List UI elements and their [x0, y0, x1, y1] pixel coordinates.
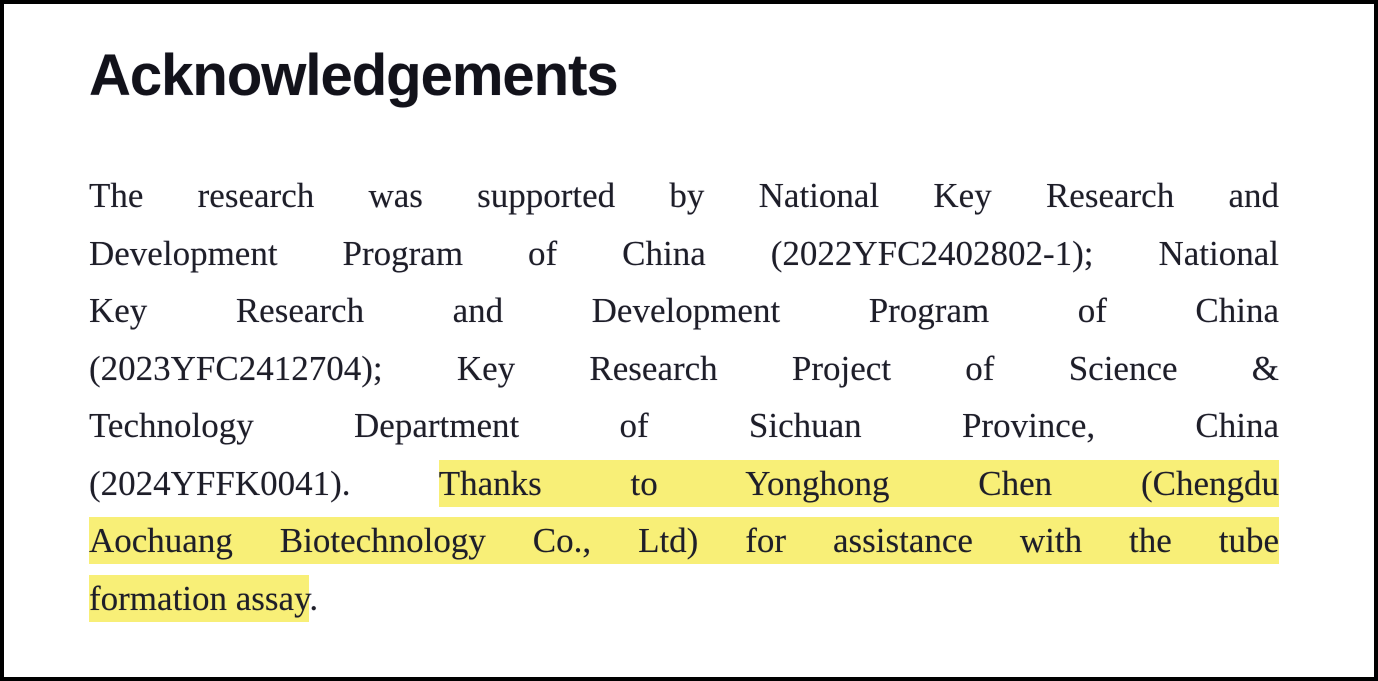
highlighted-text: formation assay — [89, 574, 310, 622]
paragraph-line: Development Program of China (2022YFC240… — [89, 225, 1279, 283]
paragraph-line: Aochuang Biotechnology Co., Ltd) for ass… — [89, 512, 1279, 570]
paragraph-text: Key Research and Development Program of … — [89, 291, 1279, 330]
paragraph-line: formation assay. — [89, 570, 1279, 628]
paragraph-text: (2024YFFK0041). — [89, 463, 439, 503]
paragraph-text: . — [309, 578, 319, 618]
acknowledgements-heading: Acknowledgements — [89, 43, 619, 108]
paragraph-text: Development Program of China (2022YFC240… — [89, 233, 1279, 273]
highlighted-text: Thanks to Yonghong Chen (Chengdu — [438, 459, 1279, 507]
paragraph-text: (2023YFC2412704); Key Research Project o… — [89, 348, 1279, 388]
paragraph-line: Technology Department of Sichuan Provinc… — [89, 397, 1279, 455]
paragraph-line: (2023YFC2412704); Key Research Project o… — [89, 340, 1279, 398]
paragraph-line: Key Research and Development Program of … — [89, 282, 1279, 340]
paragraph-line: The research was supported by National K… — [89, 167, 1279, 225]
paragraph-text: The research was supported by National K… — [89, 176, 1279, 215]
highlighted-text: Aochuang Biotechnology Co., Ltd) for ass… — [89, 517, 1279, 564]
paragraph-text: Technology Department of Sichuan Provinc… — [89, 406, 1279, 445]
acknowledgements-paragraph: The research was supported by National K… — [89, 167, 1279, 627]
paragraph-line: (2024YFFK0041). Thanks to Yonghong Chen … — [89, 455, 1279, 513]
